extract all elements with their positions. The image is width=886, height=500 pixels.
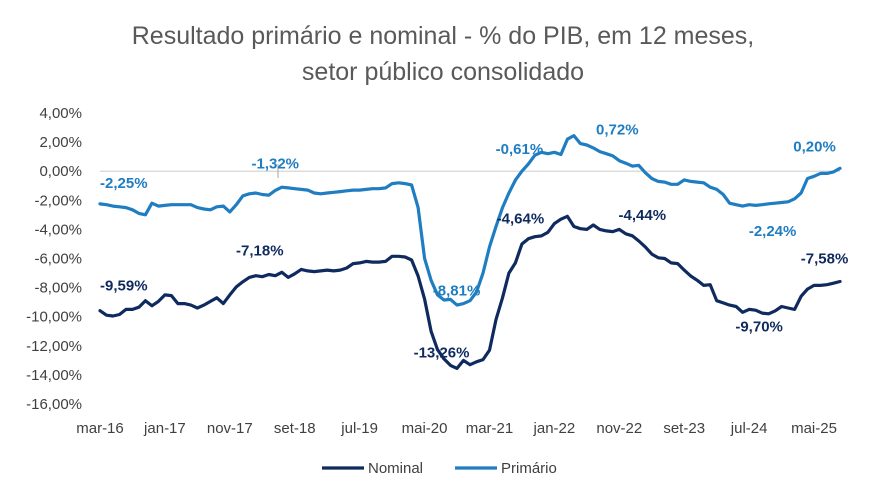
series-layer: [98, 134, 842, 370]
chart-title: Resultado primário e nominal - % do PIB,…: [132, 22, 755, 50]
y-tick-label: 2,00%: [39, 134, 82, 151]
data-label: 0,20%: [793, 138, 836, 155]
data-labels: -9,59% -7,18% -13,26% -4,64% -4,44% -9,70% -7,…: [100, 122, 848, 362]
x-tick-label: mai-20: [402, 420, 448, 437]
legend-label: Primário: [501, 460, 557, 477]
data-label: -0,61%: [496, 141, 544, 158]
chart-subtitle: setor público consolidado: [302, 58, 584, 86]
data-label: -4,44%: [619, 207, 667, 224]
data-label: -8,81%: [433, 282, 481, 299]
series-line-primario: [98, 134, 842, 307]
data-label: -7,58%: [801, 250, 849, 267]
y-tick-label: -4,00%: [34, 221, 82, 238]
y-tick-label: -6,00%: [34, 251, 82, 268]
series-line-nominal: [98, 214, 842, 370]
x-tick-label: jul-19: [340, 420, 378, 437]
y-tick-label: -10,00%: [26, 309, 82, 326]
data-label: -13,26%: [414, 345, 470, 362]
x-tick-label: jan-22: [533, 420, 576, 437]
y-tick-label: 0,00%: [39, 163, 82, 180]
y-tick-label: -2,00%: [34, 192, 82, 209]
x-tick-label: mar-16: [76, 420, 124, 437]
data-label: -9,70%: [735, 318, 783, 335]
y-tick-label: -16,00%: [26, 396, 82, 413]
x-tick-label: nov-22: [596, 420, 642, 437]
data-label: -4,64%: [497, 211, 545, 228]
x-tick-label: jul-24: [730, 420, 768, 437]
x-tick-label: set-23: [663, 420, 705, 437]
legend-label: Nominal: [368, 460, 423, 477]
y-tick-label: 4,00%: [39, 105, 82, 122]
y-tick-label: -12,00%: [26, 338, 82, 355]
y-axis: 4,00% 2,00% 0,00% -2,00% -4,00% -6,00% -8,00% -…: [26, 105, 82, 413]
y-tick-label: -8,00%: [34, 280, 82, 297]
data-label: 0,72%: [596, 122, 639, 139]
x-tick-label: mai-25: [791, 420, 837, 437]
x-axis: mar-16 jan-17 nov-17 set-18 jul-19 mai-20 mar-…: [76, 420, 837, 437]
x-tick-label: jan-17: [143, 420, 186, 437]
data-label: -1,32%: [251, 155, 299, 172]
x-tick-label: set-18: [274, 420, 316, 437]
legend: Nominal Primário: [322, 460, 557, 477]
data-label: -7,18%: [236, 243, 284, 260]
data-label: -2,25%: [100, 175, 148, 192]
y-tick-label: -14,00%: [26, 367, 82, 384]
x-tick-label: mar-21: [466, 420, 514, 437]
data-label: -2,24%: [749, 223, 797, 240]
data-label: -9,59%: [100, 278, 148, 295]
x-tick-label: nov-17: [207, 420, 253, 437]
